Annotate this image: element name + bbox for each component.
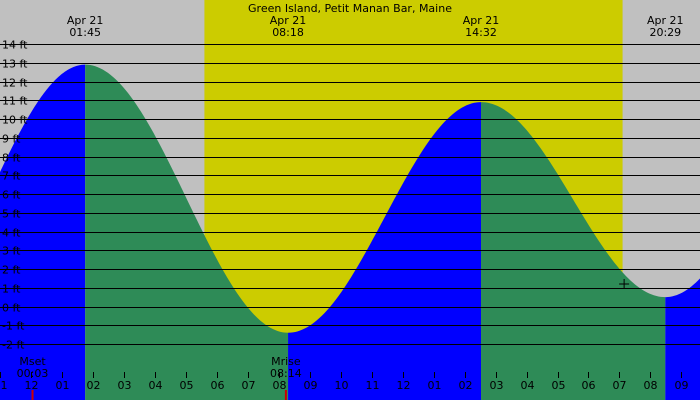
x-tick-label: 12: [397, 379, 411, 392]
x-tick-label: 05: [552, 379, 566, 392]
x-tick-label: 02: [459, 379, 473, 392]
y-tick-label: 10 ft: [2, 114, 28, 127]
x-tick-label: 11: [0, 379, 8, 392]
x-tick-label: 03: [118, 379, 132, 392]
x-tick-label: 01: [56, 379, 70, 392]
y-tick-label: -2 ft: [2, 339, 25, 352]
y-axis-labels: 14 ft 13 ft 12 ft 11 ft 10 ft 9 ft 8 ft 7 ft 6 f…: [2, 39, 28, 352]
y-tick-label: 12 ft: [2, 77, 28, 90]
x-tick-label: 01: [428, 379, 442, 392]
x-tick-label: 04: [521, 379, 535, 392]
moon-event-time: 00:03: [17, 367, 49, 380]
x-tick-label: 11: [366, 379, 380, 392]
y-tick-label: -1 ft: [2, 320, 25, 333]
x-tick-label: 09: [675, 379, 689, 392]
x-tick-label: 04: [149, 379, 163, 392]
extreme-date-label: Apr 21: [463, 14, 500, 27]
moon-event-name: Mset: [19, 355, 46, 368]
x-tick-label: 06: [582, 379, 596, 392]
chart-title: Green Island, Petit Manan Bar, Maine: [248, 2, 452, 15]
extreme-time-label: 01:45: [69, 26, 101, 39]
y-tick-label: 9 ft: [2, 133, 21, 146]
y-tick-label: 6 ft: [2, 189, 21, 202]
y-tick-label: 8 ft: [2, 152, 21, 165]
extreme-date-label: Apr 21: [270, 14, 307, 27]
grid-lines: [0, 44, 700, 345]
y-tick-label: 11 ft: [2, 95, 28, 108]
rising-tide-area: [665, 278, 700, 400]
y-tick-label: 2 ft: [2, 264, 21, 277]
y-tick-label: 4 ft: [2, 227, 21, 240]
y-tick-label: 14 ft: [2, 39, 28, 52]
x-tick-label: 07: [613, 379, 627, 392]
moon-event-time: 08:14: [270, 367, 302, 380]
extreme-time-label: 08:18: [272, 26, 304, 39]
y-tick-label: 0 ft: [2, 302, 21, 315]
x-tick-marks: [0, 372, 682, 378]
y-tick-label: 13 ft: [2, 58, 28, 71]
y-tick-label: 3 ft: [2, 245, 21, 258]
y-tick-label: 5 ft: [2, 208, 21, 221]
current-time-marker: [619, 279, 630, 289]
x-tick-label: 12: [25, 379, 39, 392]
moon-event-name: Mrise: [271, 355, 301, 368]
x-tick-label: 07: [242, 379, 256, 392]
x-tick-label: 09: [304, 379, 318, 392]
x-tick-label: 08: [644, 379, 658, 392]
x-tick-label: 10: [335, 379, 349, 392]
x-tick-label: 05: [180, 379, 194, 392]
y-tick-label: 7 ft: [2, 170, 21, 183]
x-axis-labels: 11 12 01 02 03 04 05 06 07 08 09 10 11 12 01 02 03 04 05 06…: [0, 379, 689, 392]
x-tick-label: 08: [273, 379, 287, 392]
extreme-date-label: Apr 21: [647, 14, 684, 27]
x-tick-label: 02: [87, 379, 101, 392]
y-tick-label: 1 ft: [2, 283, 21, 296]
extreme-time-label: 20:29: [649, 26, 681, 39]
x-tick-label: 06: [211, 379, 225, 392]
x-tick-label: 03: [490, 379, 504, 392]
extreme-time-label: 14:32: [465, 26, 497, 39]
extreme-date-label: Apr 21: [67, 14, 104, 27]
